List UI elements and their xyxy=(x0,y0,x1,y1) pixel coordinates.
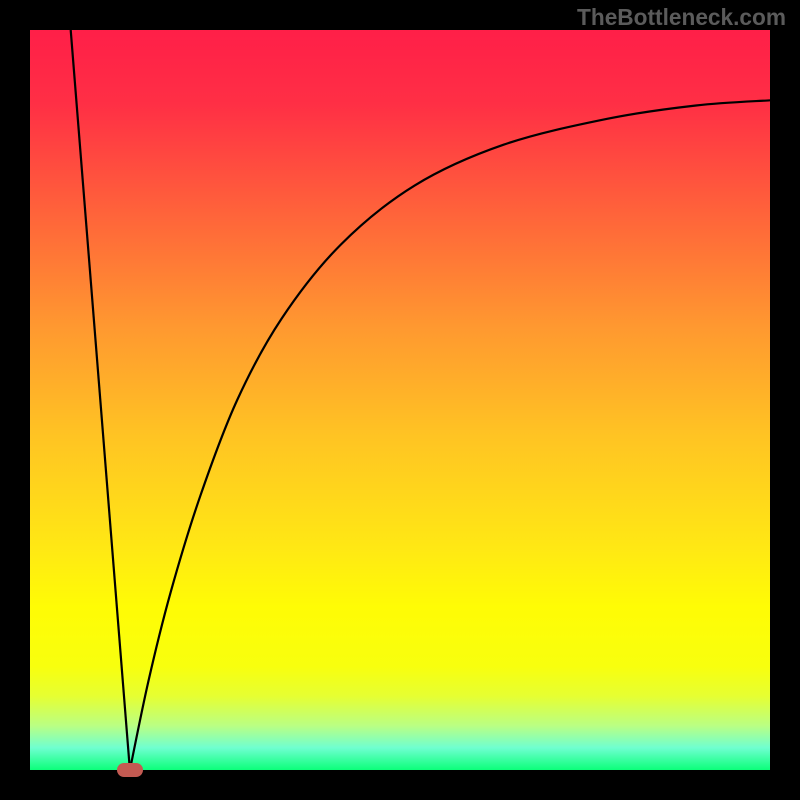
attribution-label: TheBottleneck.com xyxy=(577,4,786,31)
chart-container: TheBottleneck.com xyxy=(0,0,800,800)
optimal-marker xyxy=(117,763,143,777)
plot-area xyxy=(30,30,770,770)
curve-layer xyxy=(30,30,770,770)
curve-left-branch xyxy=(71,30,130,770)
curve-right-branch xyxy=(130,100,770,770)
